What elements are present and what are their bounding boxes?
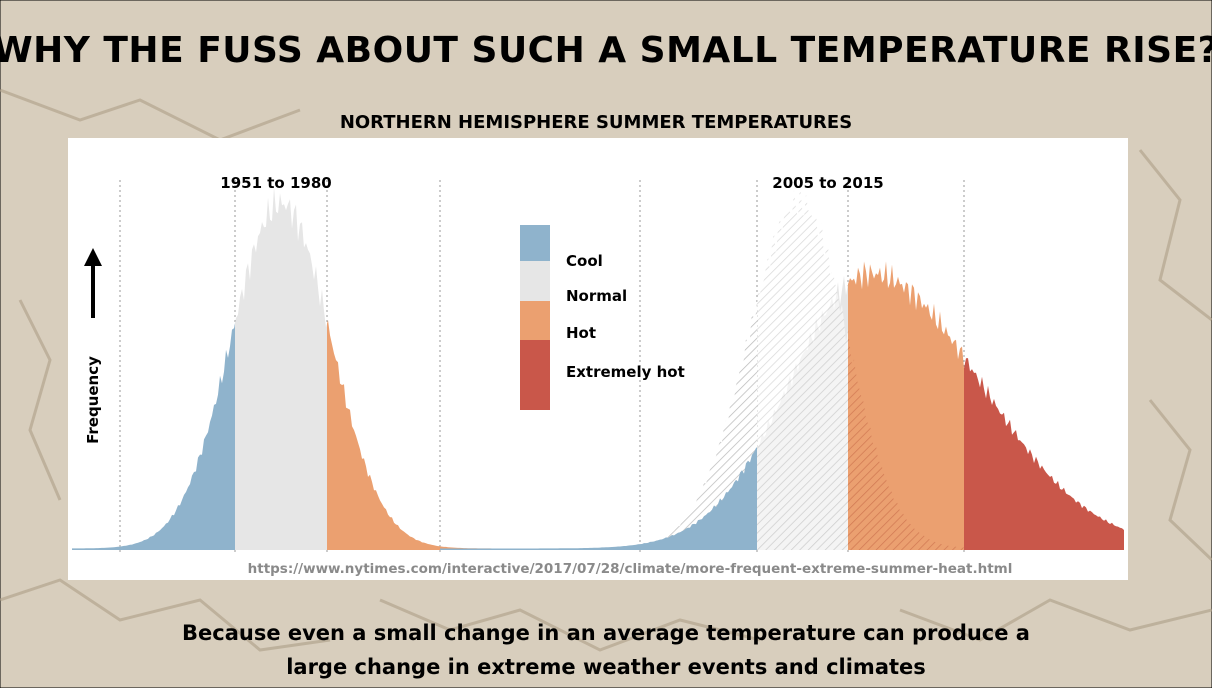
title: WHY THE FUSS ABOUT SUCH A SMALL TEMPERAT…	[0, 30, 1212, 71]
legend-label: Hot	[566, 324, 596, 342]
period-label: 1951 to 1980	[220, 174, 331, 192]
y-axis-label: Frequency	[84, 356, 102, 444]
legend-label: Normal	[566, 287, 627, 305]
legend-label: Cool	[566, 252, 603, 270]
legend-swatch	[520, 340, 550, 410]
period-label: 2005 to 2015	[772, 174, 883, 192]
legend-swatch	[520, 301, 550, 340]
caption: Because even a small change in an averag…	[182, 621, 1030, 645]
legend-swatch	[520, 261, 550, 301]
legend-swatch	[520, 225, 550, 261]
slide: WHY THE FUSS ABOUT SUCH A SMALL TEMPERAT…	[0, 0, 1212, 688]
chart-subtitle: NORTHERN HEMISPHERE SUMMER TEMPERATURES	[340, 112, 852, 133]
caption: large change in extreme weather events a…	[286, 655, 926, 679]
source-url: https://www.nytimes.com/interactive/2017…	[248, 561, 1013, 577]
legend-label: Extremely hot	[566, 363, 685, 381]
